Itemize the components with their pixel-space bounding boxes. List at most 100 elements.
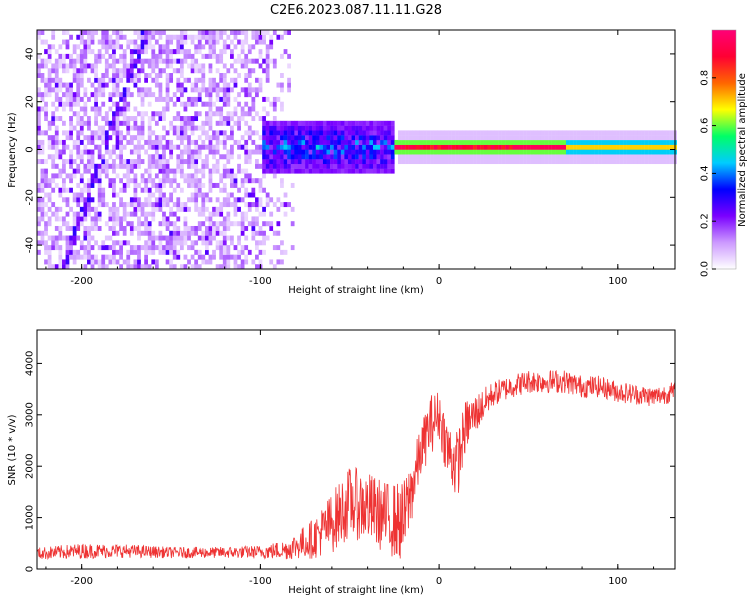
spectrogram-cell	[476, 149, 481, 155]
spectrogram-cell	[519, 159, 524, 165]
spectrogram-cell	[40, 63, 45, 69]
spectrogram-cell	[137, 68, 141, 74]
spectrogram-cell	[637, 130, 642, 136]
spectrogram-cell	[140, 206, 145, 212]
spectrogram-x-axis-label: Height of straight line (km)	[288, 285, 424, 296]
spectrogram-cell	[197, 44, 202, 50]
spectrogram-cell	[83, 44, 88, 50]
spectrogram-cell	[104, 149, 109, 155]
spectrogram-cell	[247, 73, 252, 78]
spectrogram-cell	[76, 73, 81, 78]
spectrogram-cell	[347, 168, 352, 174]
spectrogram-cell	[169, 49, 174, 55]
spectrogram-cell	[641, 144, 645, 150]
spectrogram-cell	[162, 125, 166, 131]
spectrogram-cell	[194, 96, 199, 102]
spectrogram-cell	[555, 154, 560, 160]
spectrogram-cell	[251, 202, 256, 208]
spectrogram-cell	[65, 63, 70, 69]
spectrogram-cell	[208, 116, 213, 122]
spectrogram-cell	[269, 211, 274, 217]
spectrogram-cell	[37, 149, 41, 155]
spectrogram-cell	[380, 149, 384, 155]
spectrogram-cell	[226, 34, 231, 40]
spectrogram-cell	[244, 225, 249, 231]
spectrogram-cell	[423, 154, 427, 160]
spectrogram-cell	[423, 144, 427, 150]
spectrogram-cell	[240, 39, 245, 45]
spectrogram-cell	[294, 130, 299, 136]
spectrogram-cell	[197, 154, 202, 160]
spectrogram-cell	[104, 44, 109, 50]
spectrogram-cell	[255, 92, 259, 98]
spectrogram-cell	[587, 135, 592, 141]
spectrogram-cell	[197, 111, 202, 117]
spectrogram-cell	[219, 139, 224, 145]
spectrogram-cell	[72, 221, 77, 227]
spectrogram-cell	[669, 139, 674, 145]
spectrogram-cell	[362, 154, 367, 160]
spectrogram-cell	[519, 144, 524, 150]
spectrogram-cell	[380, 168, 384, 174]
spectrogram-cell	[101, 30, 106, 35]
spectrogram-cell	[494, 159, 499, 165]
spectrogram-cell	[583, 139, 588, 145]
spectrogram-cell	[165, 168, 170, 174]
spectrogram-cell	[58, 249, 63, 255]
spectrogram-cell	[426, 144, 431, 150]
spectrogram-cell	[162, 216, 166, 222]
spectrogram-cell	[119, 154, 123, 160]
spectrogram-cell	[558, 154, 563, 160]
spectrogram-cell	[112, 187, 116, 193]
spectrogram-cell	[104, 254, 109, 260]
spectrogram-cell	[158, 159, 163, 165]
spectrogram-cell	[65, 82, 70, 88]
spectrogram-cell	[40, 139, 45, 145]
spectrogram-cell	[62, 259, 66, 265]
spectrogram-cell	[644, 144, 649, 150]
spectrogram-cell	[112, 58, 116, 64]
spectrogram-cell	[54, 58, 59, 64]
spectrogram-cell	[351, 135, 356, 141]
spectrogram-cell	[115, 73, 120, 78]
spectrogram-cell	[208, 259, 213, 265]
spectrogram-cell	[412, 149, 417, 155]
spectrogram-cell	[380, 154, 384, 160]
spectrogram-cell	[83, 245, 88, 251]
spectrogram-cell	[376, 125, 381, 131]
spectrogram-cell	[658, 139, 663, 145]
spectrogram-cell	[280, 154, 284, 160]
spectrogram-cell	[140, 221, 145, 227]
spectrogram-cell	[51, 235, 56, 241]
spectrogram-cell	[244, 192, 249, 198]
spectrogram-cell	[633, 130, 638, 136]
spectrogram-cell	[104, 68, 109, 74]
spectrogram-cell	[108, 225, 113, 231]
spectrogram-cell	[312, 144, 316, 150]
spectrogram-cell	[54, 211, 59, 217]
spectrogram-cell	[65, 240, 70, 246]
spectrogram-cell	[72, 125, 77, 131]
spectrogram-cell	[644, 159, 649, 165]
spectrogram-cell	[383, 163, 388, 169]
spectrogram-cell	[315, 149, 320, 155]
spectrogram-cell	[533, 135, 538, 141]
spectrogram-cell	[172, 49, 177, 55]
spectrogram-cell	[190, 154, 195, 160]
spectrogram-cell	[151, 53, 156, 59]
spectrogram-cell	[280, 101, 284, 107]
spectrogram-cell	[551, 130, 556, 136]
spectrogram-cell	[212, 168, 216, 174]
colorbar-tick-label: 0.6	[700, 118, 711, 134]
spectrogram-cell	[51, 245, 56, 251]
spectrogram-cell	[487, 130, 492, 136]
spectrogram-cell	[115, 125, 120, 131]
spectrogram-cell	[644, 149, 649, 155]
spectrogram-cell	[380, 135, 384, 141]
spectrogram-cell	[222, 135, 227, 141]
spectrogram-cell	[519, 149, 524, 155]
spectrogram-cell	[569, 154, 574, 160]
spectrogram-cell	[147, 130, 152, 136]
spectrogram-cell	[140, 135, 145, 141]
spectrogram-cell	[87, 149, 91, 155]
